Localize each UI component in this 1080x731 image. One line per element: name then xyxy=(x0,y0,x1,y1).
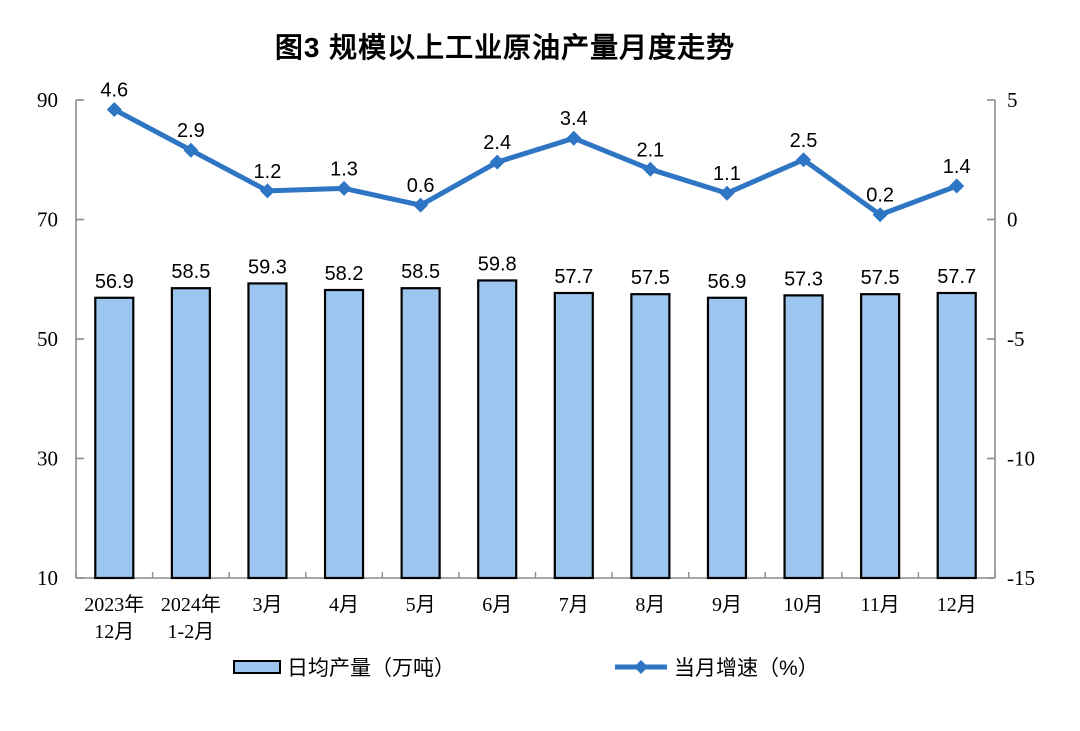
line-value-label: 1.1 xyxy=(713,163,741,185)
bar-value-label: 58.5 xyxy=(171,261,210,283)
bar-value-label: 57.5 xyxy=(631,267,670,289)
bar-8月 xyxy=(630,293,671,580)
left-axis-tick-label: 50 xyxy=(37,327,58,351)
line-value-label: 2.5 xyxy=(790,130,818,152)
line-value-label: 0.6 xyxy=(407,175,435,197)
line-marker-3月 xyxy=(259,183,275,199)
line-legend-swatch-icon xyxy=(615,660,667,674)
line-value-label: 1.3 xyxy=(330,158,358,180)
line-marker-5月 xyxy=(413,197,429,213)
line-marker-11月 xyxy=(872,207,888,223)
right-axis-tick-label: -10 xyxy=(1007,447,1035,471)
bar-10月 xyxy=(783,294,824,580)
left-axis-tick-label: 90 xyxy=(37,88,58,112)
bar-value-label: 59.3 xyxy=(248,256,287,278)
left-axis-tick-label: 70 xyxy=(37,208,58,232)
bar-12月 xyxy=(936,291,977,580)
legend-label-line: 当月增速（%） xyxy=(674,657,819,680)
legend-label-bar: 日均产量（万吨） xyxy=(287,657,455,680)
x-axis-label: 10月 xyxy=(784,594,824,616)
bar-4月 xyxy=(323,288,365,580)
line-value-label: 2.1 xyxy=(636,139,664,161)
chart-title: 图3 规模以上工业原油产量月度走势 xyxy=(274,32,736,63)
x-axis-label: 6月 xyxy=(482,594,512,616)
x-axis-label: 4月 xyxy=(329,594,359,616)
line-marker-2023年12月 xyxy=(106,102,122,118)
line-marker-2024年1-2月 xyxy=(183,142,199,158)
line-marker-6月 xyxy=(489,154,505,170)
bar-6月 xyxy=(477,279,518,580)
x-axis-label: 2023年 12月 xyxy=(84,593,144,643)
right-axis-tick-label: 0 xyxy=(1007,208,1018,232)
line-marker-7月 xyxy=(566,130,582,146)
line-value-label: 2.9 xyxy=(177,120,205,142)
bar-value-label: 58.5 xyxy=(401,261,440,283)
bar-value-label: 57.3 xyxy=(784,268,823,290)
bar-value-label: 57.7 xyxy=(937,266,976,288)
line-marker-12月 xyxy=(949,178,965,194)
line-marker-9月 xyxy=(719,185,735,201)
right-axis-tick-label: -5 xyxy=(1007,327,1025,351)
x-axis-label: 8月 xyxy=(635,594,665,616)
bar-7月 xyxy=(553,291,594,580)
x-axis-label: 3月 xyxy=(252,594,282,616)
legend-item-bar: 日均产量（万吨） xyxy=(233,652,455,682)
bar-value-label: 57.5 xyxy=(861,267,900,289)
growth-line xyxy=(111,107,960,218)
bar-2023年12月 xyxy=(94,296,135,580)
line-marker-8月 xyxy=(642,161,658,177)
right-axis-tick-label: 5 xyxy=(1007,88,1018,112)
bar-2024年1-2月 xyxy=(170,287,211,580)
bar-3月 xyxy=(247,282,288,580)
line-value-label: 0.2 xyxy=(866,185,894,207)
bar-value-label: 59.8 xyxy=(478,253,517,275)
line-value-label: 2.4 xyxy=(483,132,511,154)
legend-item-line: 当月增速（%） xyxy=(614,652,819,682)
bar-value-label: 56.9 xyxy=(707,271,746,293)
x-axis-label: 2024年 1-2月 xyxy=(161,593,221,643)
bar-value-label: 56.9 xyxy=(95,271,134,293)
left-axis-tick-label: 10 xyxy=(37,566,58,590)
right-axis-tick-label: -15 xyxy=(1007,566,1035,590)
x-axis-label: 11月 xyxy=(860,594,899,616)
line-value-label: 1.4 xyxy=(943,156,971,178)
line-value-label: 3.4 xyxy=(560,108,588,130)
bar-5月 xyxy=(400,287,441,580)
line-marker-10月 xyxy=(796,152,812,168)
left-axis-tick-label: 30 xyxy=(37,447,58,471)
bar-11月 xyxy=(860,293,901,580)
bar-9月 xyxy=(706,296,748,580)
x-axis-label: 9月 xyxy=(712,594,742,616)
line-marker-4月 xyxy=(336,180,352,196)
bar-value-label: 57.7 xyxy=(554,266,593,288)
line-value-label: 1.2 xyxy=(254,161,282,183)
x-axis-label: 12月 xyxy=(937,594,977,616)
bar-legend-swatch-icon xyxy=(233,660,281,674)
line-value-label: 4.6 xyxy=(100,80,128,102)
bar-value-label: 58.2 xyxy=(325,263,364,285)
x-axis-label: 7月 xyxy=(559,594,589,616)
x-axis-label: 5月 xyxy=(406,594,436,616)
